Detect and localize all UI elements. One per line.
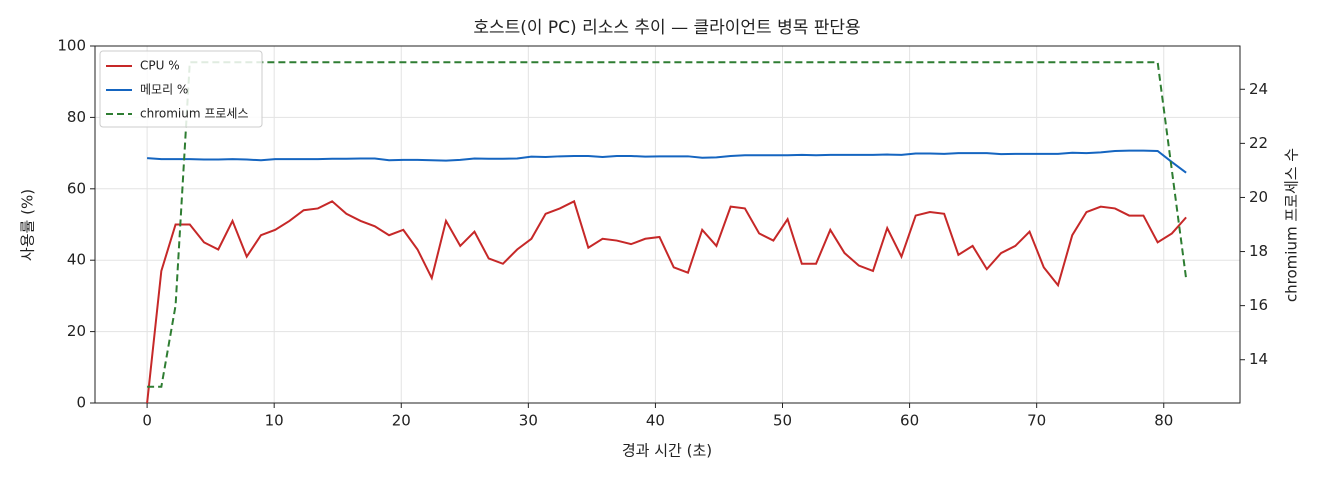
- legend-label: CPU %: [140, 59, 180, 73]
- y-tick-label: 0: [76, 394, 86, 412]
- x-tick-label: 70: [1027, 412, 1046, 430]
- y2-tick-label: 16: [1249, 296, 1268, 314]
- data-line: [146, 199, 1187, 404]
- x-tick-label: 50: [773, 412, 792, 430]
- x-tick-label: 30: [519, 412, 538, 430]
- y2-tick-label: 24: [1249, 80, 1268, 98]
- legend: CPU % 메모리 % chromium 프로세스: [99, 50, 263, 128]
- legend-label: chromium 프로세스: [140, 107, 249, 121]
- y-axis-label: 사용률 (%): [19, 189, 37, 261]
- x-tick-label: 40: [646, 412, 665, 430]
- y2-axis-label: chromium 프로세스 수: [1283, 148, 1301, 302]
- x-tick-label: 60: [900, 412, 919, 430]
- x-axis-label: 경과 시간 (초): [622, 442, 712, 460]
- y-tick-label: 60: [67, 179, 86, 197]
- x-tick-label: 80: [1154, 412, 1173, 430]
- y2-tick-label: 20: [1249, 188, 1268, 206]
- y-tick-label: 100: [57, 37, 86, 55]
- data-line: [147, 149, 1187, 174]
- legend-label: 메모리 %: [140, 83, 188, 97]
- y2-tick-label: 22: [1249, 134, 1268, 152]
- y2-tick-label: 14: [1249, 350, 1268, 368]
- x-tick-label: 20: [392, 412, 411, 430]
- chart-title: 호스트(이 PC) 리소스 추이 — 클라이언트 병목 판단용: [473, 18, 860, 38]
- data-line: [147, 61, 1188, 388]
- y-tick-label: 40: [67, 251, 86, 269]
- plot-frame: [94, 45, 1241, 404]
- x-tick-label: 10: [265, 412, 284, 430]
- y2-tick-label: 18: [1249, 242, 1268, 260]
- x-tick-label: 0: [142, 412, 152, 430]
- legend-box: [99, 50, 263, 128]
- y-tick-label: 80: [67, 108, 86, 126]
- y-tick-label: 20: [67, 322, 86, 340]
